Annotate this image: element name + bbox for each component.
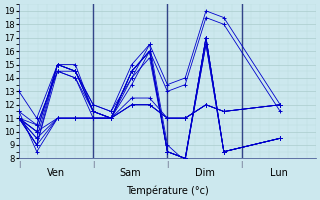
Text: |: |: [166, 161, 169, 168]
Text: Dim: Dim: [195, 168, 214, 178]
Text: Lun: Lun: [270, 168, 288, 178]
Text: |: |: [92, 161, 94, 168]
Text: Ven: Ven: [47, 168, 65, 178]
Text: Sam: Sam: [119, 168, 141, 178]
X-axis label: Température (°c): Température (°c): [126, 185, 209, 196]
Text: |: |: [240, 161, 243, 168]
Text: |: |: [18, 161, 20, 168]
